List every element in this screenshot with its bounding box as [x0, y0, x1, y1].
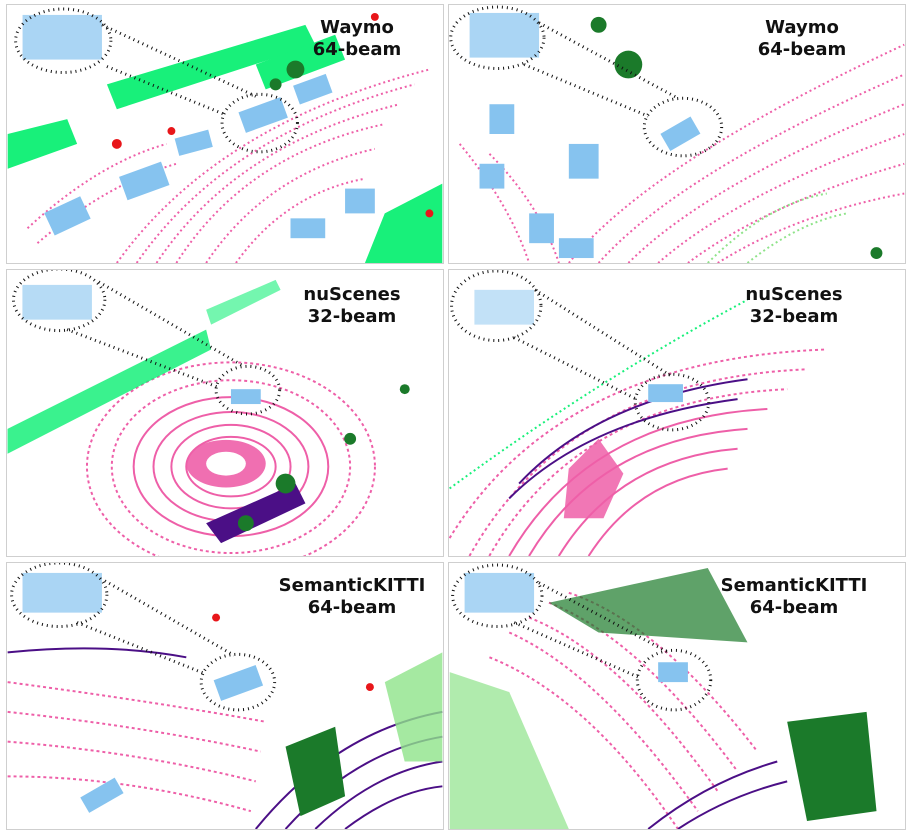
label-waymo-right: Waymo 64-beam	[737, 17, 867, 61]
dataset-name: nuScenes	[745, 284, 843, 305]
label-nuscenes-right: nuScenes 32-beam	[734, 284, 854, 328]
dataset-name: SemanticKITTI	[278, 575, 426, 596]
road-rings	[26, 68, 430, 263]
zoom-callout	[450, 270, 711, 432]
beam-count: 64-beam	[312, 39, 402, 60]
label-nuscenes-left: nuScenes 32-beam	[292, 284, 412, 328]
label-semantickitti-left: SemanticKITTI 64-beam	[272, 575, 432, 619]
vehicle-points	[469, 12, 701, 259]
dataset-name: nuScenes	[303, 284, 401, 305]
beam-count: 64-beam	[749, 597, 839, 618]
panel-semantickitti-right: SemanticKITTI 64-beam	[448, 562, 906, 830]
point-cloud-waymo-left	[7, 7, 443, 263]
road-rings	[7, 681, 266, 813]
vehicle-points	[22, 284, 261, 405]
zoom-callout	[451, 563, 713, 712]
zoom-callout	[14, 7, 299, 154]
building-points	[7, 24, 443, 263]
dataset-name: Waymo	[765, 17, 839, 38]
road-rings	[458, 43, 905, 263]
point-cloud-semantickitti-left	[7, 563, 443, 829]
beam-count: 32-beam	[307, 306, 397, 327]
person-points	[111, 12, 434, 218]
panel-waymo-right: Waymo 64-beam	[448, 4, 906, 264]
panel-nuscenes-right: nuScenes 32-beam	[448, 269, 906, 557]
building-points	[7, 279, 281, 454]
dataset-name: Waymo	[320, 17, 394, 38]
panel-nuscenes-left: nuScenes 32-beam	[6, 269, 444, 557]
point-cloud-nuscenes-left	[7, 270, 410, 556]
dataset-name: SemanticKITTI	[720, 575, 868, 596]
zoom-callout	[449, 5, 724, 158]
beam-count: 64-beam	[757, 39, 847, 60]
panel-semantickitti-left: SemanticKITTI 64-beam	[6, 562, 444, 830]
vehicle-points	[464, 572, 688, 683]
sidewalk-rings	[7, 647, 443, 829]
point-cloud-waymo-right	[449, 5, 905, 263]
road-rings	[449, 348, 827, 556]
vehicle-points	[474, 289, 683, 403]
beam-count: 64-beam	[307, 597, 397, 618]
vehicle-points	[22, 572, 264, 813]
beam-count: 32-beam	[749, 306, 839, 327]
label-waymo-left: Waymo 64-beam	[297, 17, 417, 61]
vehicle-points	[22, 14, 375, 239]
point-cloud-nuscenes-right	[449, 270, 827, 556]
panel-waymo-left: Waymo 64-beam	[6, 4, 444, 264]
label-semantickitti-right: SemanticKITTI 64-beam	[714, 575, 874, 619]
point-cloud-semantickitti-right	[449, 563, 877, 829]
